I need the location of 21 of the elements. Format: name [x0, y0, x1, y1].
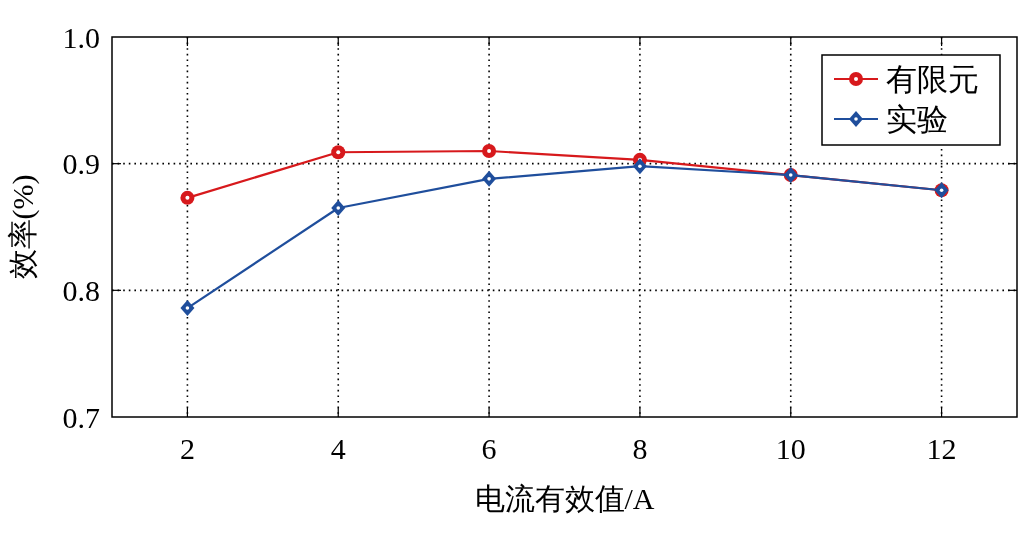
point: [180, 300, 195, 317]
point: [482, 170, 497, 187]
y-tick-label: 0.7: [62, 400, 100, 434]
x-tick-label: 6: [481, 432, 497, 465]
y-tick-label: 0.8: [62, 273, 100, 307]
legend-label: 有限元: [886, 62, 979, 98]
x-axis-title: 电流有效值/A: [474, 482, 655, 515]
x-tick-label: 8: [632, 432, 648, 465]
point: [632, 158, 647, 175]
legend-label: 实验: [886, 102, 948, 138]
point: [331, 200, 346, 216]
y-tick-label: 0.9: [62, 147, 100, 181]
x-tick-label: 12: [926, 432, 957, 465]
point: [331, 145, 346, 160]
x-tick-label: 4: [330, 432, 346, 465]
point: [180, 190, 195, 205]
point: [482, 144, 497, 158]
y-axis-title: 效率(%): [6, 174, 40, 280]
y-tick-label: 1.0: [62, 20, 100, 54]
x-tick-label: 2: [179, 432, 195, 465]
x-tick-label: 10: [775, 432, 806, 465]
